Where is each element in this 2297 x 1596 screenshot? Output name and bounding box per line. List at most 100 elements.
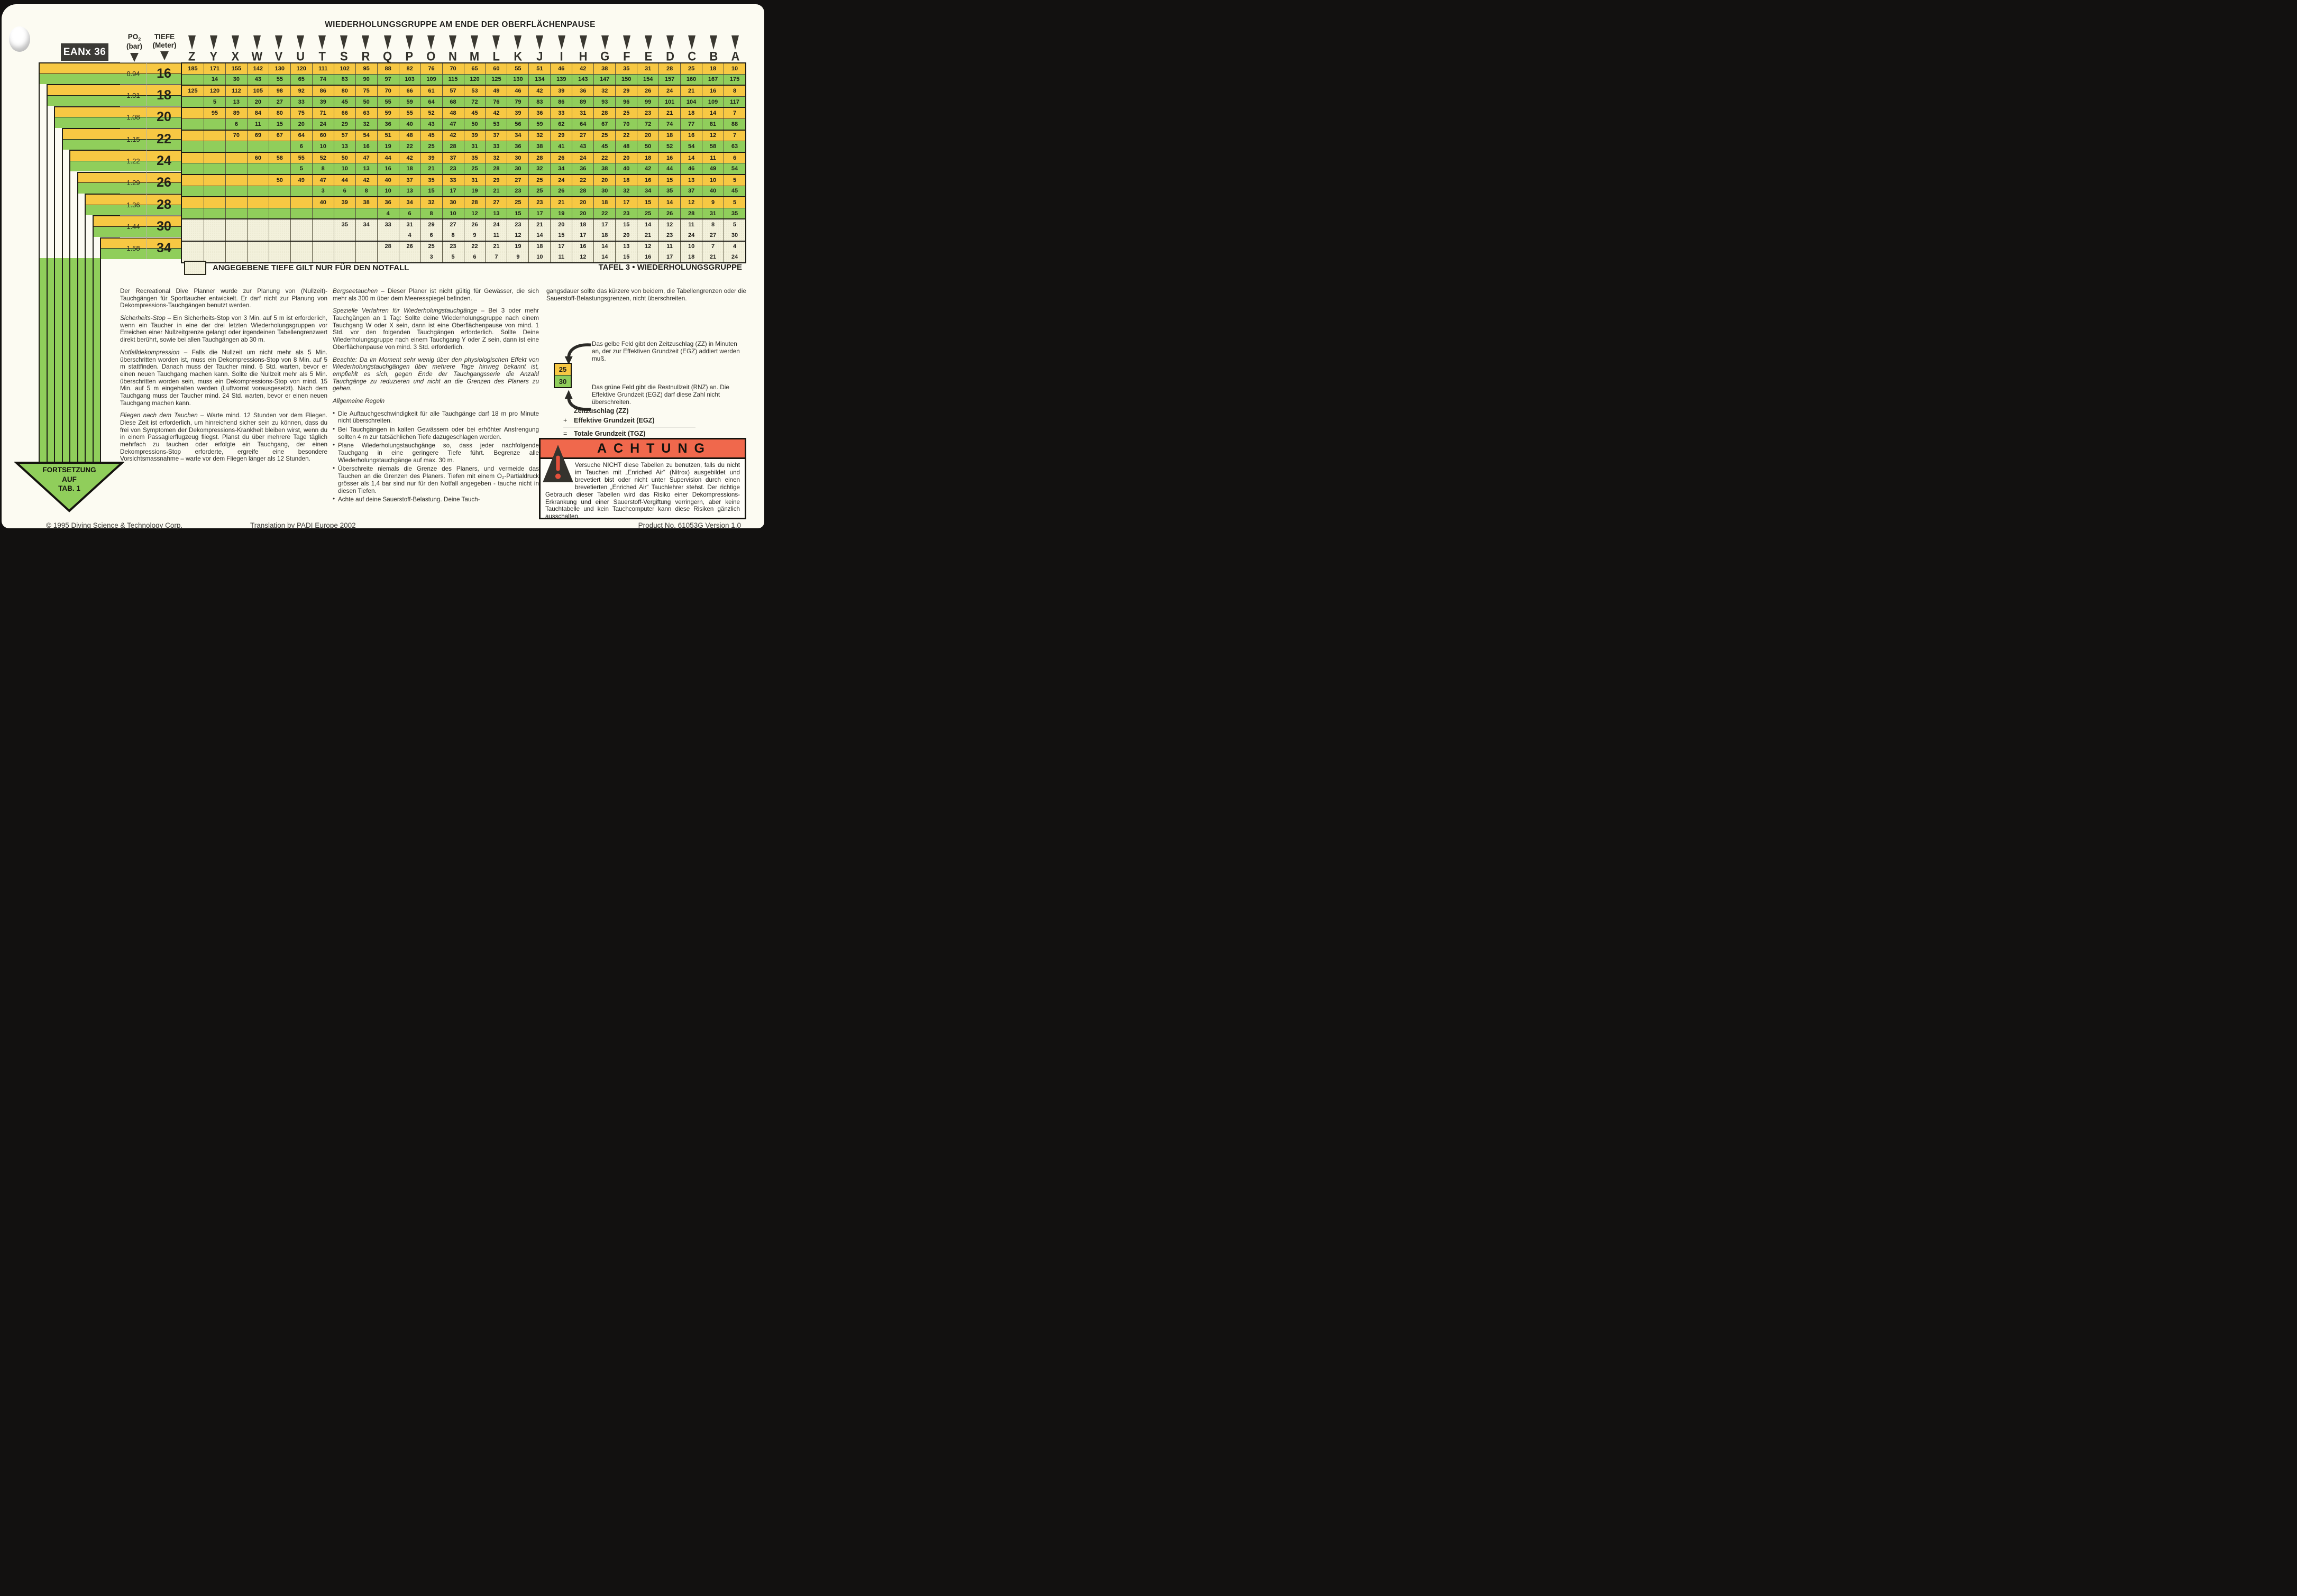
cascade-outline-line — [39, 62, 40, 462]
table-cell: 175 — [724, 74, 745, 85]
table-cell — [203, 118, 225, 130]
table-cell: 120 — [463, 74, 486, 85]
zz-sub-row: 28 26 25 23 22 21 19 18 17 16 14 13 12 11 10 7 4 — [182, 241, 745, 252]
table-cell: 20 — [615, 152, 637, 163]
group-letter: Z — [188, 49, 196, 63]
table-cell: 25 — [637, 208, 658, 219]
table-cell: 28 — [658, 63, 680, 74]
table-cell: 48 — [615, 141, 637, 152]
table-cell: 62 — [550, 118, 572, 130]
table-cell: 20 — [246, 96, 269, 107]
po2-unit: (bar) — [126, 42, 142, 51]
table-cell: 9 — [463, 230, 486, 241]
table-cell: 21 — [637, 230, 658, 241]
table-cell: 79 — [507, 96, 528, 107]
table-cell: 22 — [593, 208, 615, 219]
table-cell: 45 — [724, 186, 745, 197]
table-cell: 39 — [463, 130, 486, 141]
group-column-header: G — [594, 31, 616, 62]
table-cell: 51 — [377, 130, 399, 141]
table-cell — [203, 175, 225, 186]
group-letter: A — [731, 49, 740, 63]
table-cell: 40 — [398, 118, 420, 130]
table-cell: 120 — [203, 86, 225, 96]
po2-value: 0.94 — [126, 69, 140, 78]
table-cell: 42 — [442, 130, 464, 141]
table-cell: 50 — [333, 152, 355, 163]
down-arrow-icon — [297, 35, 305, 50]
table-cell: 14 — [203, 74, 225, 85]
table-cell: 6 — [724, 152, 745, 163]
table-cell: 18 — [615, 175, 637, 186]
table-cell: 35 — [724, 208, 745, 219]
table-cell: 12 — [507, 230, 528, 241]
table-cell: 4 — [398, 230, 420, 241]
table-cell: 13 — [680, 175, 702, 186]
table-cell: 24 — [724, 252, 745, 262]
down-arrow-icon — [492, 35, 500, 50]
table-cell: 147 — [593, 74, 615, 85]
table-cell: 14 — [702, 108, 724, 118]
table-cell: 23 — [615, 208, 637, 219]
table-cell: 33 — [550, 108, 572, 118]
table-cell: 18 — [680, 252, 702, 262]
table-cell: 61 — [420, 86, 442, 96]
table-cell: 27 — [268, 96, 290, 107]
table-cell: 10 — [312, 141, 334, 152]
table-cell: 23 — [658, 230, 680, 241]
table-cell: 32 — [420, 197, 442, 208]
group-column-header: H — [572, 31, 594, 62]
table-cell: 46 — [507, 86, 528, 96]
table-cell: 84 — [246, 108, 269, 118]
table-cell: 36 — [572, 86, 593, 96]
table-cell: 5 — [724, 175, 745, 186]
table-cell: 11 — [658, 241, 680, 252]
table-cell: 88 — [377, 63, 399, 74]
table-cell: 160 — [680, 74, 702, 85]
table-cell — [203, 252, 225, 262]
table-cell: 25 — [463, 163, 486, 174]
table-cell: 103 — [398, 74, 420, 85]
table-cell — [268, 208, 290, 219]
table-cell: 109 — [702, 96, 724, 107]
table-cell — [268, 219, 290, 230]
table-cell: 34 — [398, 197, 420, 208]
table-cell: 25 — [528, 186, 550, 197]
down-arrow-icon — [130, 52, 139, 62]
table-cell: 12 — [463, 208, 486, 219]
table-cell — [203, 152, 225, 163]
table-cell — [333, 252, 355, 262]
table-cell — [333, 208, 355, 219]
zz-sub-row: 35 34 33 31 29 27 26 24 23 21 20 18 17 15 14 12 11 8 5 — [182, 219, 745, 230]
table-cell: 50 — [463, 118, 486, 130]
group-letter: K — [514, 49, 523, 63]
table-cell: 157 — [658, 74, 680, 85]
group-column-header: D — [660, 31, 681, 62]
table-cell: 48 — [398, 130, 420, 141]
group-letter: I — [560, 49, 563, 63]
table-cell: 12 — [680, 197, 702, 208]
table-row: 185 171 155 142 130 120 111 102 95 88 82 76 70 65 60 55… — [182, 63, 745, 85]
table-cell: 76 — [485, 96, 507, 107]
table-cell: 20 — [550, 219, 572, 230]
table-cell: 66 — [333, 108, 355, 118]
table-row: 60 58 55 52 50 47 44 42 39 37 35 32 30 28 26 24 22 20 18 16… — [182, 151, 745, 174]
group-letter: B — [709, 49, 718, 63]
table-cell: 63 — [355, 108, 377, 118]
table-cell: 21 — [420, 163, 442, 174]
table-cell: 59 — [377, 108, 399, 118]
table-cell: 64 — [572, 118, 593, 130]
arrow-shaft — [39, 258, 101, 463]
table-cell: 70 — [225, 130, 247, 141]
table-cell: 98 — [268, 86, 290, 96]
table-cell: 102 — [333, 63, 355, 74]
table-cell — [182, 186, 204, 197]
down-arrow-icon — [536, 35, 544, 50]
table-cell: 53 — [463, 86, 486, 96]
table-cell: 8 — [702, 219, 724, 230]
table-cell: 51 — [528, 63, 550, 74]
table-cell: 150 — [615, 74, 637, 85]
table-cell: 35 — [615, 63, 637, 74]
down-arrow-icon — [644, 35, 652, 50]
